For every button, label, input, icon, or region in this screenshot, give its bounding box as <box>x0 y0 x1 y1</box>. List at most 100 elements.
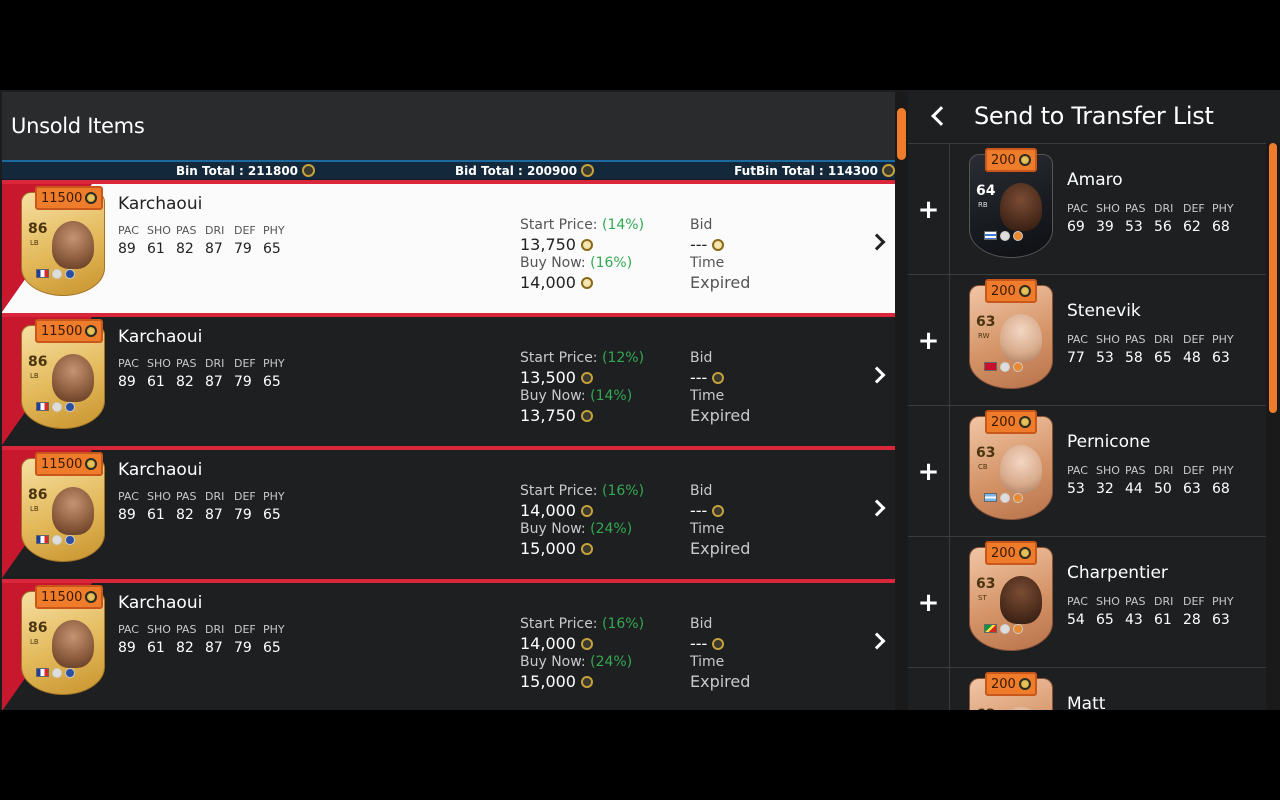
league-badge-icon <box>52 269 62 279</box>
coin-icon <box>1018 154 1031 166</box>
futbin-price-badge: 11500 <box>35 585 104 609</box>
buy-now-value: 13,750 <box>520 406 576 425</box>
player-rating: 64 <box>976 183 996 199</box>
chevron-right-icon[interactable] <box>868 366 886 384</box>
plus-icon[interactable]: + <box>908 668 950 710</box>
coin-icon <box>1018 547 1031 559</box>
transfer-title: Send to Transfer List <box>974 102 1214 130</box>
player-rating: 63 <box>976 707 995 710</box>
stat-label: SHO <box>1096 202 1120 215</box>
stat-label: PAC <box>118 224 139 237</box>
player-position: RW <box>978 332 990 340</box>
scrollbar-thumb[interactable] <box>897 108 906 160</box>
player-position: RB <box>978 201 988 209</box>
stat-label: PAC <box>1067 333 1088 346</box>
stat-label: PAS <box>1125 202 1146 215</box>
stat-label: PAS <box>176 224 197 237</box>
player-position: LB <box>30 372 39 380</box>
stat-value-pac: 53 <box>1067 481 1085 497</box>
bid-label: Bid <box>690 217 713 233</box>
player-position: LB <box>30 505 39 513</box>
list-item[interactable]: 11500 86 LB Karchaoui PAC SHO PAS DRI DEF PHY… <box>2 446 895 579</box>
stat-label: PHY <box>1212 202 1234 215</box>
player-photo <box>1000 445 1042 493</box>
stat-value-pas: 82 <box>176 374 194 390</box>
stat-value-phy: 65 <box>263 374 281 390</box>
stat-value-phy: 65 <box>263 241 281 257</box>
player-rating: 63 <box>976 445 996 461</box>
list-item[interactable]: 11500 86 LB Karchaoui PAC SHO PAS DRI DEF PHY… <box>2 579 895 710</box>
player-name: Matt <box>1067 694 1106 710</box>
coin-icon <box>1018 285 1031 297</box>
league-badge-icon <box>1000 362 1010 372</box>
transfer-list-item[interactable]: + 200 63 ST Charpentier PAC SHO PAS DRI DEF P… <box>908 536 1266 668</box>
stat-value-dri: 65 <box>1154 350 1172 366</box>
price-info: Start Price: (12%) 13,500 Buy Now: (14%)… <box>520 349 644 425</box>
stat-label: SHO <box>1096 595 1120 608</box>
transfer-list-item[interactable]: + 200 63 Matt <box>908 667 1266 710</box>
chevron-right-icon[interactable] <box>868 632 886 650</box>
buy-now-pct: (24%) <box>590 654 633 670</box>
coin-icon <box>580 238 593 251</box>
chevron-left-icon[interactable] <box>931 106 951 126</box>
transfer-list-item[interactable]: + 200 63 CB Pernicone PAC SHO PAS DRI DEF PHY… <box>908 405 1266 537</box>
player-photo <box>52 620 94 668</box>
player-photo <box>1000 314 1042 362</box>
list-item[interactable]: 11500 86 LB Karchaoui PAC SHO PAS DRI DEF PHY… <box>2 180 895 313</box>
plus-icon[interactable]: + <box>908 406 950 537</box>
transfer-list-item[interactable]: + 200 63 RW Stenevik PAC SHO PAS DRI DEF PHY 7… <box>908 274 1266 406</box>
stat-value-pas: 82 <box>176 241 194 257</box>
stat-value-pas: 82 <box>176 507 194 523</box>
coin-icon <box>580 409 593 422</box>
nation-flag-icon <box>984 493 997 502</box>
price-info: Start Price: (16%) 14,000 Buy Now: (24%)… <box>520 615 644 691</box>
coin-icon <box>581 164 595 177</box>
chevron-right-icon[interactable] <box>868 233 886 251</box>
right-scrollbar[interactable] <box>1266 143 1280 710</box>
stat-label: DEF <box>234 224 256 237</box>
transfer-list-item[interactable]: + 200 64 RB Amaro PAC SHO PAS DRI DEF PHY 69 39… <box>908 143 1266 275</box>
stat-value-sho: 32 <box>1096 481 1114 497</box>
stat-value-dri: 87 <box>205 241 223 257</box>
bid-label: Bid <box>690 350 713 366</box>
futbin-price-badge: 200 <box>985 672 1037 696</box>
stat-label: PHY <box>263 623 285 636</box>
stat-label: PAS <box>1125 464 1146 477</box>
nation-flag-icon <box>36 269 49 278</box>
stat-label: PHY <box>263 490 285 503</box>
stat-value-pac: 89 <box>118 640 136 656</box>
time-label: Time <box>690 521 725 537</box>
card-badges <box>36 269 75 279</box>
stat-value-pas: 43 <box>1125 612 1143 628</box>
plus-icon[interactable]: + <box>908 275 950 406</box>
club-badge-icon <box>1013 624 1023 634</box>
stat-value-def: 79 <box>234 241 252 257</box>
stat-label: PAC <box>118 357 139 370</box>
league-badge-icon <box>52 535 62 545</box>
coin-icon <box>881 164 895 177</box>
club-badge-icon <box>65 668 75 678</box>
stat-label: DRI <box>1154 595 1174 608</box>
plus-icon[interactable]: + <box>908 537 950 668</box>
nation-flag-icon <box>36 535 49 544</box>
player-name: Pernicone <box>1067 432 1151 452</box>
plus-icon[interactable]: + <box>908 144 950 275</box>
stat-value-phy: 63 <box>1212 350 1230 366</box>
stat-label: DEF <box>234 490 256 503</box>
stat-value-sho: 65 <box>1096 612 1114 628</box>
scrollbar-thumb[interactable] <box>1269 143 1277 413</box>
player-name: Karchaoui <box>118 194 203 214</box>
stat-value-dri: 56 <box>1154 219 1172 235</box>
player-rating: 86 <box>28 221 48 237</box>
player-rating: 63 <box>976 314 996 330</box>
chevron-right-icon[interactable] <box>868 499 886 517</box>
stat-value-sho: 61 <box>147 374 165 390</box>
stat-label: PAS <box>1125 333 1146 346</box>
left-scrollbar[interactable] <box>895 92 908 710</box>
stat-value-pas: 44 <box>1125 481 1143 497</box>
stat-value-dri: 87 <box>205 374 223 390</box>
time-label: Time <box>690 255 725 271</box>
card-badges <box>984 493 1023 503</box>
stat-label: DRI <box>205 224 225 237</box>
list-item[interactable]: 11500 86 LB Karchaoui PAC SHO PAS DRI DEF PHY… <box>2 313 895 446</box>
